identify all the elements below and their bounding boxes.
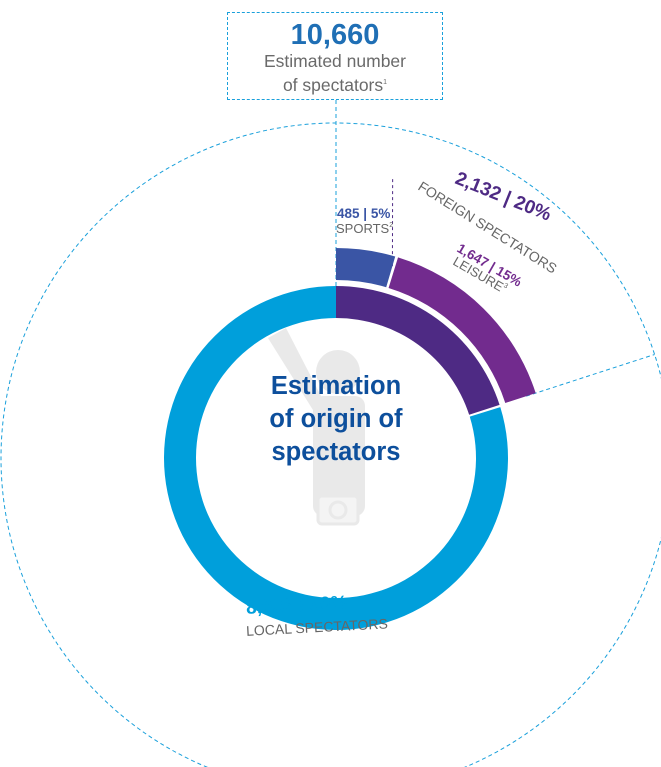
sports-sup: 2	[389, 222, 393, 229]
camera-icon	[316, 494, 360, 526]
svg-text:485 | 5%: 485 | 5%	[337, 206, 390, 221]
svg-text:8,528 | 80%: 8,528 | 80%	[246, 593, 349, 619]
sports-label: 485 | 5% SPORTS2	[336, 206, 393, 236]
slice-sports	[336, 248, 396, 288]
spectator-with-camera-pictogram	[268, 328, 365, 526]
camera-lens-icon	[328, 500, 348, 520]
pictogram-raised-arm	[268, 328, 322, 410]
local-value: 8,528	[246, 595, 295, 618]
sports-value: 485	[337, 206, 360, 221]
total-label-sup: 1	[383, 79, 388, 86]
guide-line-foreign-end	[526, 354, 655, 397]
pictogram-head	[316, 350, 360, 394]
total-value: 10,660	[290, 19, 380, 51]
total-label-line-2-text: of spectators	[282, 74, 384, 95]
pictogram-body	[313, 396, 365, 516]
sports-label-text: SPORTS	[336, 221, 390, 236]
total-spectators-box: 10,660 Estimated number of spectators1	[227, 12, 443, 100]
slice-leisure	[388, 257, 536, 403]
donut-rings	[164, 248, 536, 631]
svg-text:SPORTS2: SPORTS2	[336, 221, 393, 236]
local-label: 8,528 | 80% LOCAL SPECTATORS	[246, 593, 389, 639]
center-title-line-1: Estimation	[271, 372, 401, 400]
foreign-percent: 20%	[511, 192, 554, 226]
local-label-text: LOCAL SPECTATORS	[246, 615, 389, 638]
center-title-line-3: spectators	[272, 438, 401, 466]
sports-percent: 5%	[371, 206, 391, 221]
leisure-sup: 3	[502, 282, 509, 290]
slice-foreign-spectators	[336, 286, 500, 415]
center-title-line-2: of origin of	[269, 405, 403, 433]
center-title: Estimation of origin of spectators	[269, 372, 403, 466]
total-label-line-2: of spectators1	[228, 72, 442, 96]
local-percent: 80%	[309, 593, 348, 616]
total-label-line-1: Estimated number	[263, 51, 406, 71]
